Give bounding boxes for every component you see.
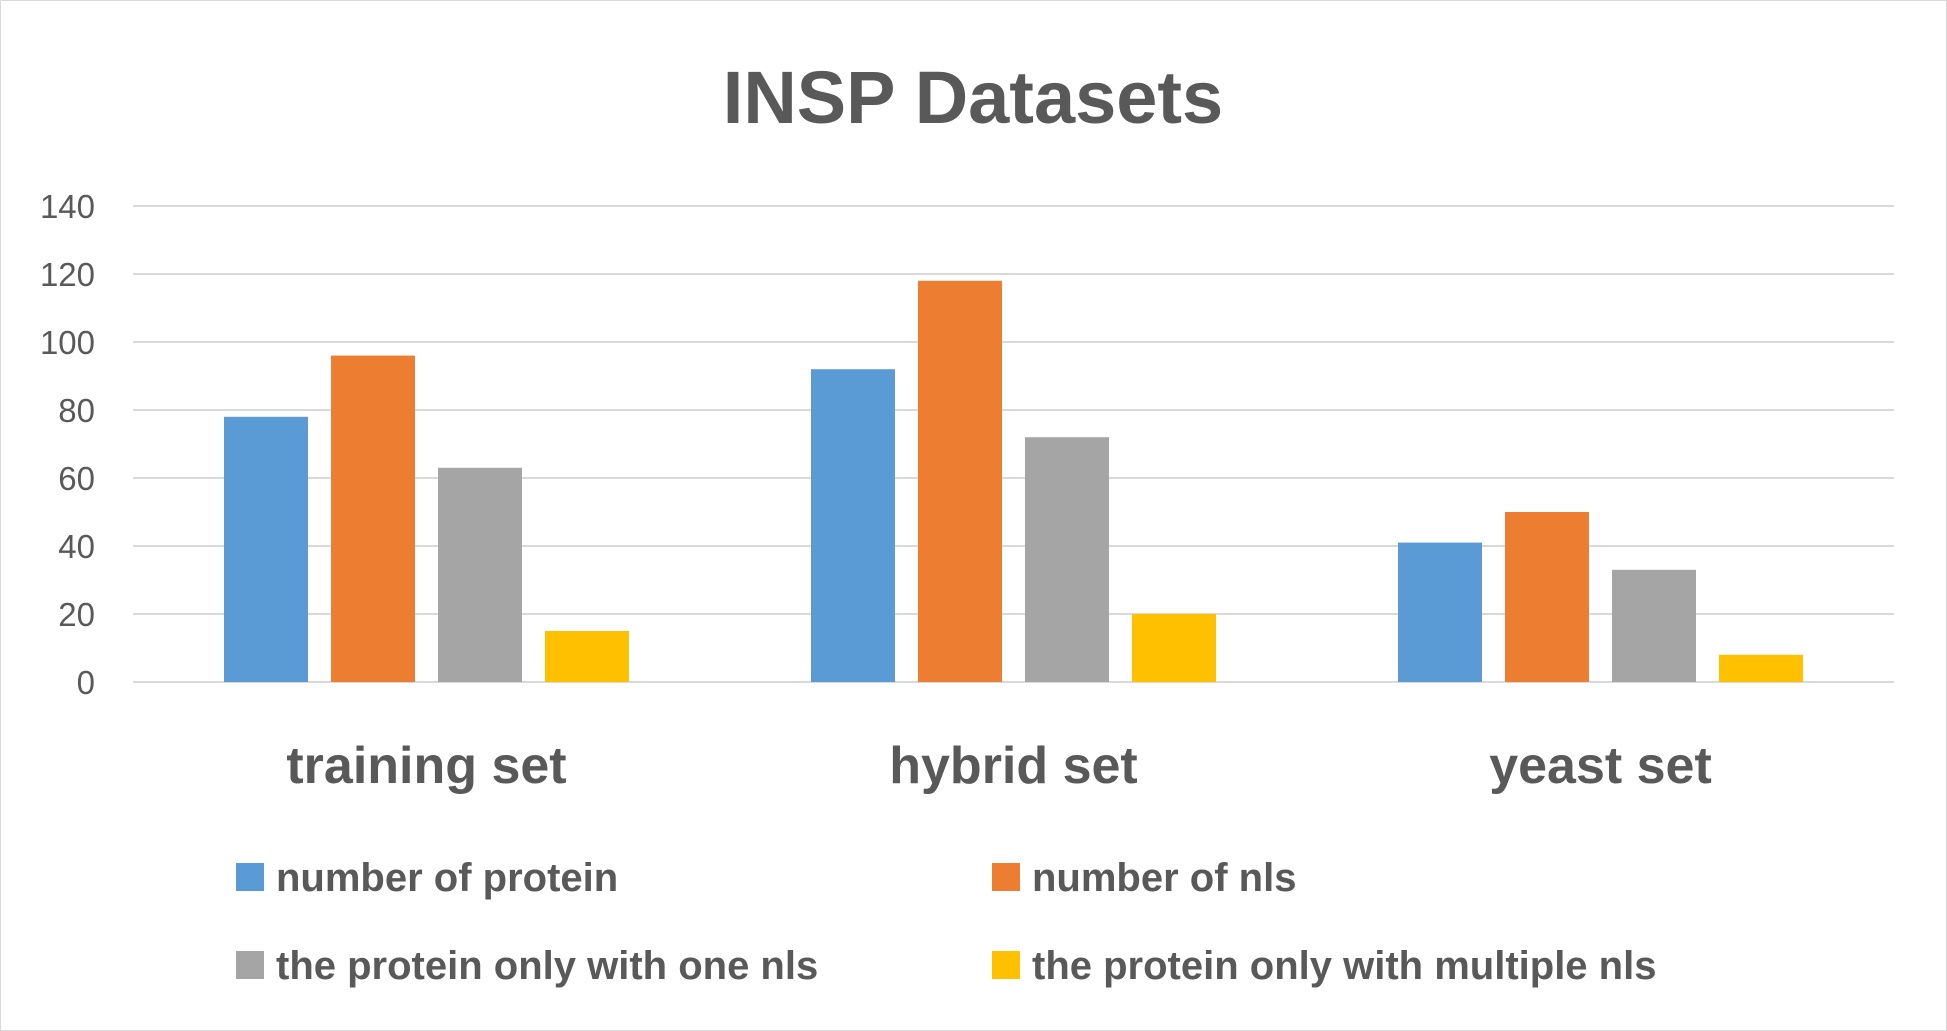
bar	[1719, 654, 1803, 682]
x-axis-ticks: training set hybrid set yeast set	[286, 737, 1711, 795]
bar	[331, 355, 415, 682]
legend: number of protein number of nls the protei…	[236, 856, 1656, 988]
bar	[1612, 569, 1696, 682]
chart-title: INSP Datasets	[723, 56, 1223, 139]
legend-swatch	[992, 951, 1020, 979]
legend-swatch	[992, 863, 1020, 891]
bar	[545, 631, 629, 682]
y-tick-label: 80	[58, 392, 95, 429]
y-tick-label: 60	[58, 460, 95, 497]
gridlines	[133, 205, 1894, 683]
y-tick-label: 100	[40, 324, 95, 361]
x-tick-label: hybrid set	[889, 737, 1138, 795]
x-tick-label: yeast set	[1489, 737, 1712, 795]
bar	[224, 416, 308, 682]
legend-swatch	[236, 951, 264, 979]
legend-label: number of nls	[1032, 856, 1296, 900]
legend-label: number of protein	[276, 856, 618, 900]
bar	[1505, 512, 1589, 682]
legend-swatch	[236, 863, 264, 891]
y-tick-label: 0	[77, 664, 95, 701]
y-tick-label: 40	[58, 528, 95, 565]
bar	[1025, 437, 1109, 682]
bar	[811, 369, 895, 682]
bar	[1132, 614, 1216, 682]
bar	[438, 467, 522, 682]
y-axis-ticks: 0 20 40 60 80 100 120 140	[40, 188, 95, 701]
y-tick-label: 20	[58, 596, 95, 633]
legend-label: the protein only with multiple nls	[1032, 944, 1656, 988]
bar	[918, 280, 1002, 682]
bars	[224, 280, 1803, 682]
y-tick-label: 120	[40, 256, 95, 293]
x-tick-label: training set	[286, 737, 566, 795]
legend-label: the protein only with one nls	[276, 944, 818, 988]
y-tick-label: 140	[40, 188, 95, 225]
bar	[1398, 542, 1482, 682]
